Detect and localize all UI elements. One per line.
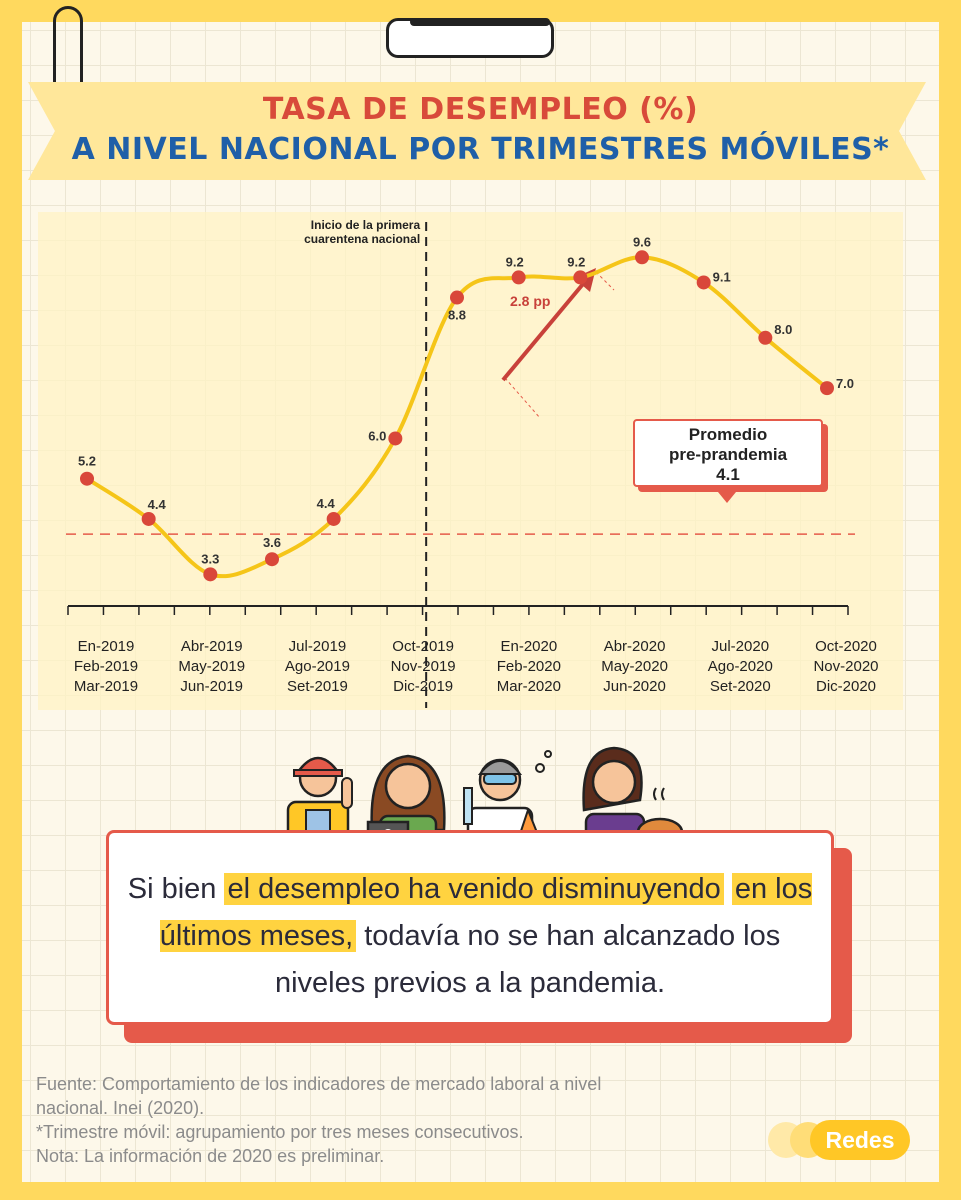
clipboard-clip-bar [410,18,550,26]
message-pre: Si bien [127,873,225,905]
x-tick-label: Dic-2019 [393,678,453,695]
data-label: 5.2 [78,454,96,469]
data-label: 9.1 [713,269,731,284]
x-tick-label: Jun-2020 [603,678,666,695]
footer-definition: *Trimestre móvil: agrupamiento por tres … [36,1122,524,1142]
footer-note: Nota: La información de 2020 es prelimin… [36,1146,385,1166]
x-tick-label: Nov-2019 [391,658,456,675]
data-point [820,381,834,396]
jump-label: 2.8 pp [510,293,550,309]
x-tick-label: May-2020 [601,658,668,675]
message-post: todavía no se han alcanzado los niveles … [274,920,781,999]
x-tick-label: Nov-2020 [813,658,878,675]
data-label: 4.4 [148,497,167,512]
data-point [696,275,711,290]
jump-guide-lower [504,377,541,419]
title-ribbon [28,82,926,180]
data-label: 3.6 [263,535,281,550]
lockdown-annotation-line1: Inicio de la primera [311,218,421,232]
logo-text: Redes [810,1120,910,1160]
x-tick-label: Jun-2019 [180,678,243,695]
data-label: 9.6 [633,234,651,249]
data-label: 8.0 [774,322,792,337]
data-point [758,330,773,345]
x-tick-label: Ago-2019 [285,658,350,675]
data-label: 7.0 [836,376,854,391]
data-point [388,431,403,446]
x-tick-label: Feb-2019 [74,658,138,675]
data-point [80,471,94,486]
avg-label-1: Promedio [688,425,768,444]
x-tick-label: Set-2020 [710,678,771,695]
chart-title-line2: A NIVEL NACIONAL POR TRIMESTRES MÓVILES* [71,132,890,167]
x-tick-label: Oct-2019 [392,638,454,655]
pre-pandemic-average-box: Promedio pre-prandemia 4.1 [633,419,823,487]
unemployment-chart: Inicio de la primera cuarentena nacional 2… [38,212,903,710]
jump-arrow-shaft [501,276,590,382]
data-label: 8.8 [448,308,466,323]
avg-box-pointer [718,492,736,503]
x-tick-label: Jul-2019 [289,638,347,655]
chart-title-line1: TASA DE DESEMPLEO (%) [262,92,699,127]
x-tick-label: Set-2019 [287,678,348,695]
avg-label-2: pre-prandemia [668,445,788,464]
x-tick-label: May-2019 [178,658,245,675]
lockdown-annotation-line2: cuarentena nacional [304,232,420,246]
data-point [450,290,464,305]
x-tick-label: Mar-2020 [497,678,561,695]
data-label: 3.3 [201,551,219,566]
x-tick-label: En-2020 [500,638,557,655]
jump-guide-upper [595,271,615,291]
message-highlight-1: el desempleo ha venido disminuyendo [224,873,724,905]
data-point [326,511,341,526]
data-point [265,552,279,567]
data-point [573,270,588,285]
x-tick-label: Mar-2019 [74,678,138,695]
data-label: 6.0 [368,428,386,443]
footer-notes: Fuente: Comportamiento de los indicadore… [36,1072,736,1168]
data-point [203,567,218,582]
message-text: Si bien el desempleo ha venido disminuye… [120,866,820,1007]
avg-label-3: 4.1 [716,465,740,484]
redes-logo: Redes [768,1120,918,1160]
x-tick-label: Jul-2020 [712,638,770,655]
data-point [635,250,649,265]
x-tick-label: Dic-2020 [816,678,876,695]
x-tick-label: Feb-2020 [497,658,561,675]
x-tick-label: Abr-2020 [604,638,666,655]
data-label: 9.2 [506,254,524,269]
data-point [141,511,156,526]
x-tick-label: Oct-2020 [815,638,877,655]
footer-source: Fuente: Comportamiento de los indicadore… [36,1074,602,1094]
x-tick-label: Abr-2019 [181,638,243,655]
data-point [511,270,526,285]
x-tick-label: En-2019 [78,638,135,655]
data-label: 4.4 [317,496,336,511]
data-label: 9.2 [567,254,585,269]
footer-source-cont: nacional. Inei (2020). [36,1098,205,1118]
x-tick-label: Ago-2020 [708,658,773,675]
